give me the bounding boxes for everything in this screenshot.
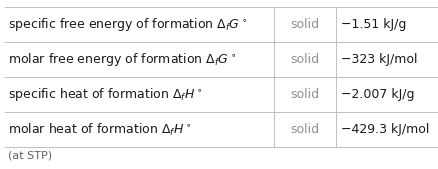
- Text: specific heat of formation $\Delta_f H^\circ$: specific heat of formation $\Delta_f H^\…: [8, 86, 202, 103]
- Text: −2.007 kJ/g: −2.007 kJ/g: [340, 88, 413, 101]
- Text: −429.3 kJ/mol: −429.3 kJ/mol: [340, 123, 428, 136]
- Text: solid: solid: [290, 123, 319, 136]
- Text: molar heat of formation $\Delta_f H^\circ$: molar heat of formation $\Delta_f H^\cir…: [8, 122, 191, 138]
- Text: molar free energy of formation $\Delta_f G^\circ$: molar free energy of formation $\Delta_f…: [8, 51, 236, 68]
- Text: (at STP): (at STP): [8, 151, 52, 161]
- Text: −1.51 kJ/g: −1.51 kJ/g: [340, 18, 406, 31]
- Text: specific free energy of formation $\Delta_f G^\circ$: specific free energy of formation $\Delt…: [8, 16, 247, 33]
- Text: solid: solid: [290, 88, 319, 101]
- Text: −323 kJ/mol: −323 kJ/mol: [340, 53, 417, 66]
- Text: solid: solid: [290, 53, 319, 66]
- Text: solid: solid: [290, 18, 319, 31]
